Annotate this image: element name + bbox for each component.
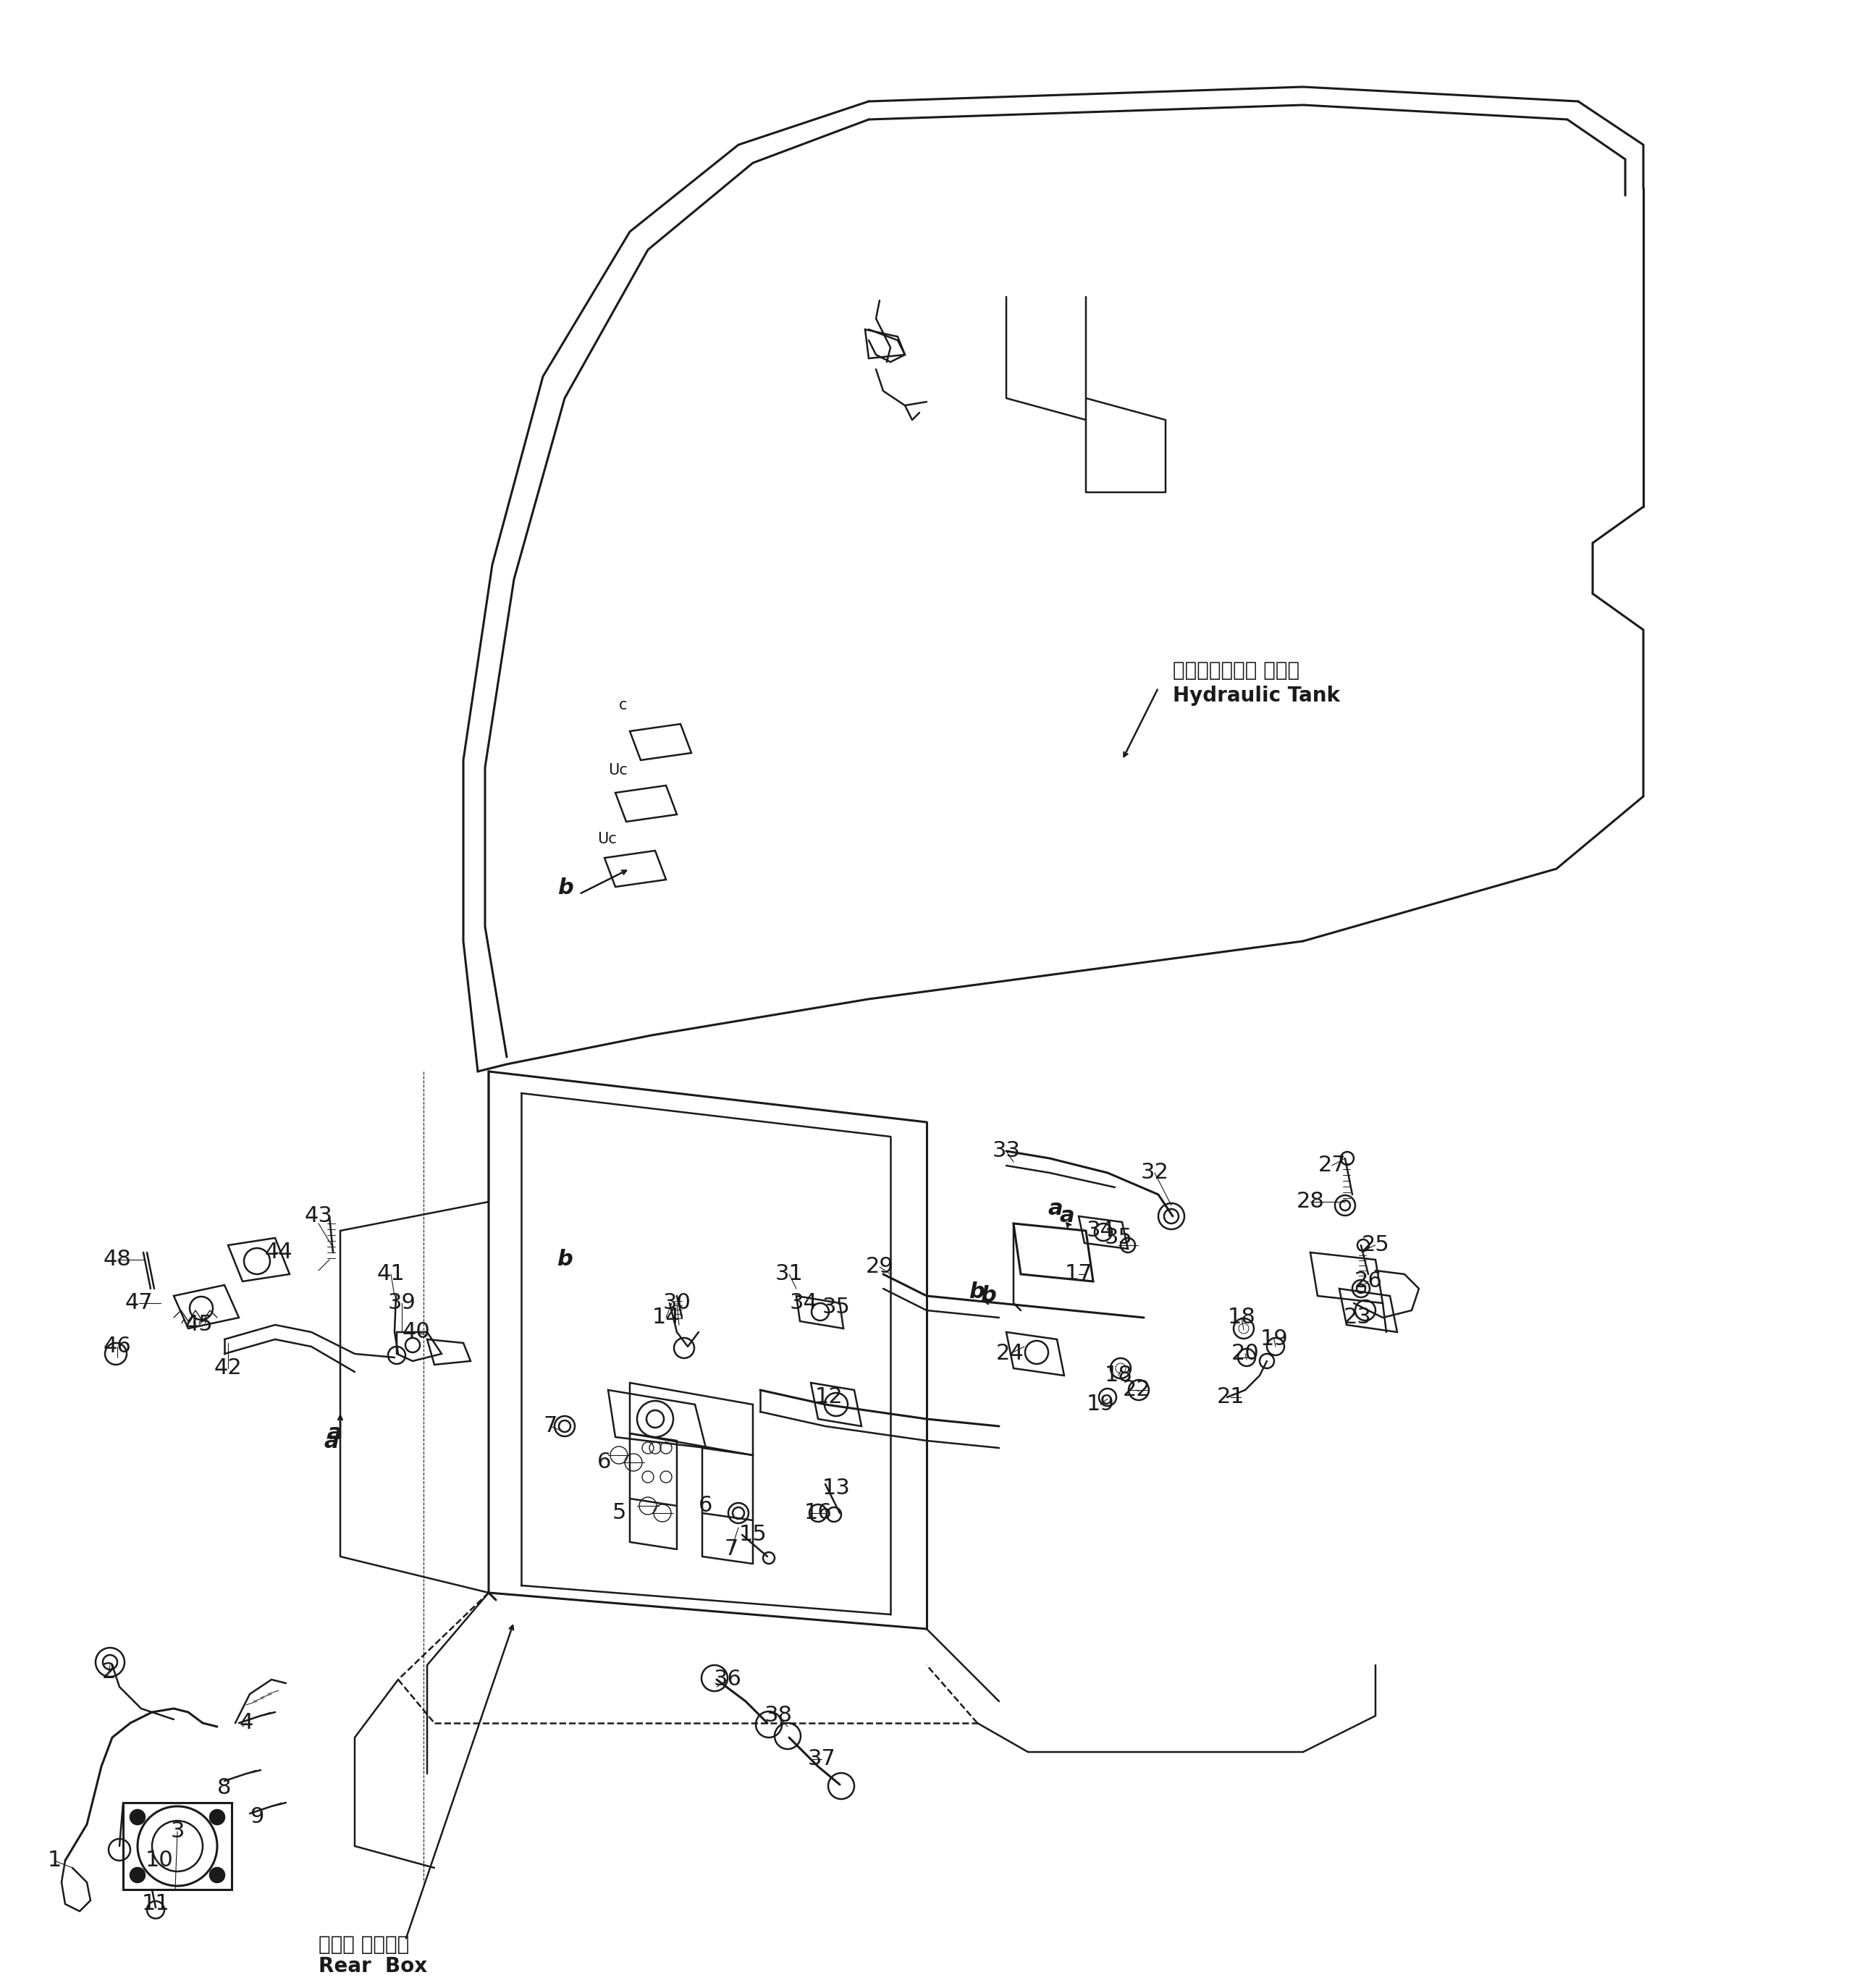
Text: 38: 38 [764, 1706, 792, 1726]
Text: 43: 43 [304, 1207, 332, 1227]
Text: 46: 46 [104, 1336, 132, 1358]
Text: 35: 35 [1105, 1227, 1133, 1248]
Text: 6: 6 [597, 1451, 612, 1473]
Text: 24: 24 [996, 1344, 1023, 1364]
Text: Rear  Box: Rear Box [319, 1956, 426, 1976]
Text: 28: 28 [1296, 1191, 1324, 1213]
Text: 7: 7 [543, 1415, 558, 1437]
Text: 5: 5 [612, 1503, 627, 1523]
Text: 25: 25 [1361, 1235, 1389, 1256]
Text: 14: 14 [653, 1308, 680, 1328]
Text: a: a [324, 1431, 339, 1453]
Text: 15: 15 [740, 1525, 768, 1545]
Text: 18: 18 [1227, 1308, 1255, 1328]
Text: 40: 40 [402, 1322, 430, 1342]
Text: c: c [619, 698, 627, 712]
Text: a: a [326, 1423, 341, 1443]
Circle shape [210, 1809, 224, 1825]
Text: 36: 36 [714, 1670, 742, 1690]
Text: 12: 12 [816, 1388, 844, 1408]
Text: b: b [968, 1282, 984, 1302]
Circle shape [210, 1869, 224, 1883]
Text: 17: 17 [1064, 1264, 1092, 1284]
Text: リヤー ボックス: リヤー ボックス [319, 1934, 410, 1954]
Text: 3: 3 [171, 1821, 184, 1843]
Text: 29: 29 [866, 1256, 894, 1278]
Text: 2: 2 [102, 1662, 115, 1684]
Text: Hydraulic Tank: Hydraulic Tank [1174, 686, 1340, 706]
Text: 11: 11 [141, 1893, 171, 1914]
Text: 16: 16 [805, 1503, 832, 1523]
Text: 8: 8 [217, 1777, 232, 1799]
Text: ハイドロリック タンク: ハイドロリック タンク [1174, 660, 1300, 680]
Text: 23: 23 [1344, 1308, 1372, 1328]
Text: 34: 34 [1086, 1221, 1114, 1241]
Text: 47: 47 [124, 1292, 154, 1314]
Text: 41: 41 [376, 1264, 404, 1284]
Text: 20: 20 [1231, 1344, 1259, 1364]
Text: 27: 27 [1318, 1155, 1346, 1177]
Text: 42: 42 [213, 1358, 243, 1380]
Text: Uc: Uc [597, 831, 617, 847]
Text: b: b [556, 1248, 573, 1270]
Text: 10: 10 [145, 1851, 172, 1871]
Text: 1: 1 [48, 1851, 61, 1871]
Circle shape [130, 1809, 145, 1825]
Circle shape [130, 1869, 145, 1883]
Text: 39: 39 [387, 1292, 415, 1314]
Text: 26: 26 [1353, 1270, 1383, 1292]
Text: 44: 44 [265, 1242, 293, 1262]
Text: 22: 22 [1122, 1380, 1151, 1400]
Text: 7: 7 [725, 1539, 738, 1561]
Text: b: b [558, 877, 573, 899]
Text: 19: 19 [1261, 1328, 1289, 1350]
Text: 45: 45 [185, 1314, 213, 1336]
Text: a: a [1060, 1207, 1075, 1227]
Text: a: a [1048, 1199, 1062, 1219]
Text: 4: 4 [239, 1712, 254, 1734]
Text: Uc: Uc [608, 763, 627, 777]
Text: 33: 33 [992, 1141, 1020, 1161]
Text: 9: 9 [250, 1807, 263, 1827]
Text: 48: 48 [104, 1248, 132, 1270]
Text: b: b [981, 1286, 996, 1306]
Text: 31: 31 [775, 1264, 803, 1284]
Text: 6: 6 [699, 1495, 712, 1517]
Text: 19: 19 [1086, 1394, 1114, 1415]
Text: 35: 35 [821, 1296, 851, 1318]
Text: 32: 32 [1140, 1163, 1168, 1183]
Text: 13: 13 [821, 1477, 851, 1499]
Text: 37: 37 [808, 1749, 836, 1769]
Text: 30: 30 [664, 1292, 692, 1314]
Text: 34: 34 [790, 1292, 818, 1314]
Text: 21: 21 [1216, 1388, 1244, 1408]
Text: 18: 18 [1105, 1366, 1133, 1386]
